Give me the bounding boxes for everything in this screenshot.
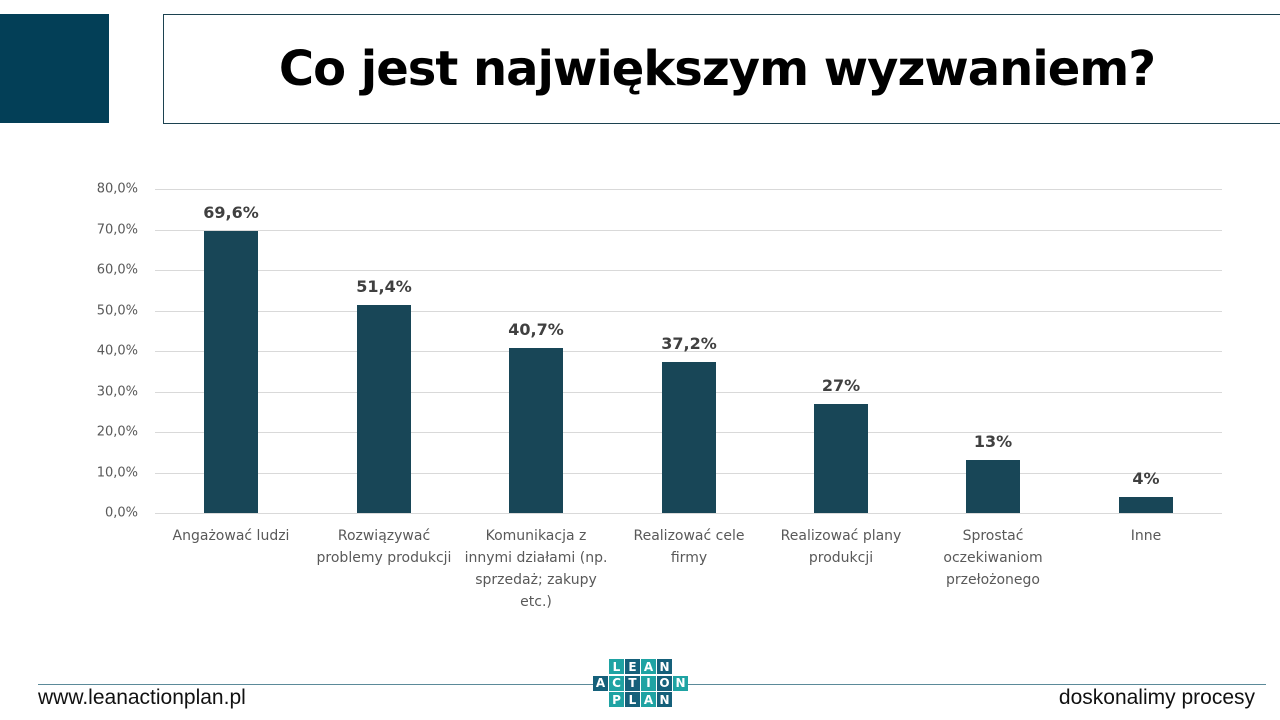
bar[interactable] [357,305,411,513]
y-axis-tick-label: 60,0% [96,262,138,278]
category-label-line: przełożonego [945,572,1040,588]
logo-letter-tile: L [625,692,640,707]
category-label-line: problemy produkcji [316,550,452,566]
data-label: 40,7% [508,320,564,339]
x-axis-category-label: Angażować ludzi [153,525,309,547]
gridline [155,311,1222,312]
footer-divider-left [38,684,594,685]
page-title: Co jest największym wyzwaniem? [278,41,1156,97]
website-link[interactable]: www.leanactionplan.pl [38,686,246,709]
category-label-line: oczekiwaniom [943,550,1043,566]
category-label-line: sprzedaż; zakupy [475,572,597,588]
category-label-line: etc.) [520,594,552,610]
x-axis-category-label: Realizować plany produkcji [763,525,919,569]
bar[interactable] [509,348,563,513]
logo-letter-tile: O [657,675,672,691]
data-label: 37,2% [661,334,717,353]
logo-letter-tile: I [641,675,656,691]
data-label: 51,4% [356,277,412,296]
category-label-line: innymi działami (np. [464,550,608,566]
category-label-line: Rozwiązywać [337,528,431,544]
data-label: 4% [1132,469,1160,488]
category-label-line: Realizować cele [633,528,745,544]
y-axis-tick-label: 80,0% [96,181,138,197]
logo-letter-tile: C [609,675,624,691]
category-label-line: Angażować ludzi [172,528,290,544]
footer-divider-right [688,684,1266,685]
y-axis-tick-label: 50,0% [96,303,138,319]
category-label-line: Sprostać [962,528,1024,544]
logo-letter-tile: P [609,692,624,707]
category-label-line: firmy [670,550,708,566]
y-axis-tick-label: 10,0% [96,465,138,481]
logo-letter-tile: E [625,659,640,674]
y-axis-tick-label: 40,0% [96,343,138,359]
y-axis-tick-label: 70,0% [96,222,138,238]
gridline [155,189,1222,190]
x-axis-category-label: Rozwiązywać problemy produkcji [306,525,462,569]
x-axis-category-label: Sprostać oczekiwaniom przełożonego [915,525,1071,591]
category-label-line: produkcji [808,550,874,566]
gridline [155,270,1222,271]
data-label: 13% [973,432,1013,451]
logo-letter-tile: L [609,659,624,674]
bar[interactable] [1119,497,1173,513]
category-label-line: Inne [1130,528,1162,544]
corner-accent-block [0,14,109,123]
logo-letter-tile: A [593,675,608,691]
gridline [155,230,1222,231]
tagline: doskonalimy procesy [1058,686,1255,709]
y-axis-tick-label: 30,0% [96,384,138,400]
y-axis-tick-label: 0,0% [104,505,138,521]
gridline [155,513,1222,514]
x-axis-category-label: Realizować cele firmy [611,525,767,569]
gridline [155,351,1222,352]
x-axis-category-label: Inne [1068,525,1224,547]
logo-letter-tile: T [625,675,640,691]
bar[interactable] [966,460,1020,513]
logo-letter-tile: A [641,659,656,674]
category-label-line: Realizować plany [780,528,902,544]
logo-letter-tile: N [657,692,672,707]
logo-letter-tile: N [673,675,688,691]
title-box: Co jest największym wyzwaniem? [163,14,1280,124]
logo-letter-tile: N [657,659,672,674]
x-axis-category-label: Komunikacja z innymi działami (np. sprzeda… [458,525,614,613]
bar[interactable] [662,362,716,513]
y-axis-tick-label: 20,0% [96,424,138,440]
bar[interactable] [814,404,868,513]
logo-letter-tile: A [641,692,656,707]
bar[interactable] [204,231,258,513]
category-label-line: Komunikacja z [485,528,587,544]
data-label: 69,6% [203,203,259,222]
data-label: 27% [821,376,861,395]
bar-chart: 0,0% 10,0% 20,0% 30,0% 40,0% 50,0% 60,0% 70,0% 8… [96,181,1224,613]
